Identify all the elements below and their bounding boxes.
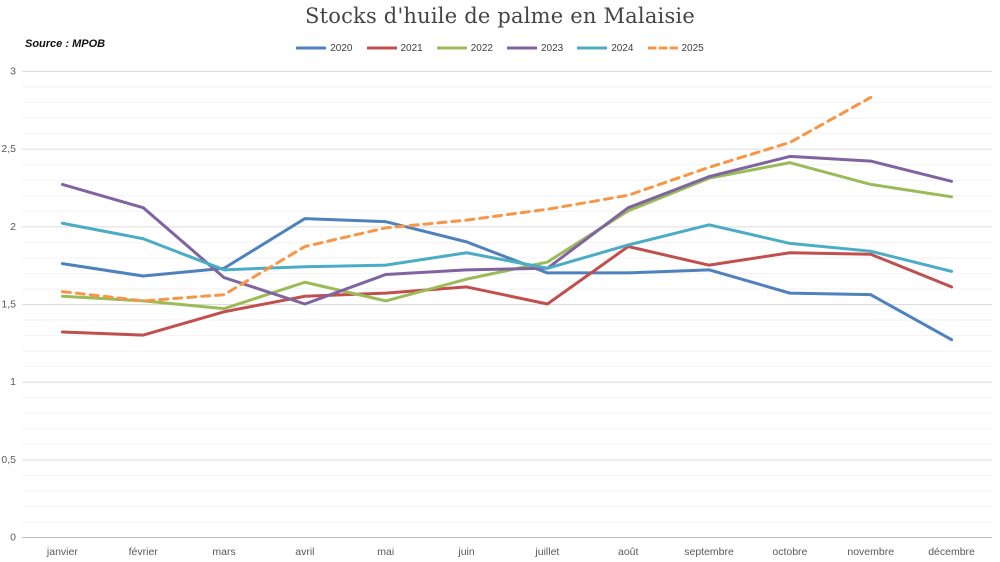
legend-item-2023[interactable]: 2023 [507,43,563,54]
legend-swatch-2021-icon [366,46,397,50]
legend-label: 2022 [470,42,493,54]
legend-item-2024[interactable]: 2024 [577,42,634,54]
y-tick-label: 3 [10,66,16,78]
legend-item-2020[interactable]: 2020 [296,42,353,54]
x-tick-label: octobre [772,546,807,558]
legend-swatch-2020-icon [296,46,327,50]
legend-swatch-2022-icon [436,46,467,50]
legend-item-2025[interactable]: 2025 [647,42,704,54]
y-tick-label: 2,5 [1,143,16,155]
x-tick-label: février [129,546,159,558]
chart-legend: 2020 2021 2022 2023 2024 2025 [0,40,1000,56]
series-line-2020 [60,217,954,342]
x-tick-label: avril [295,546,314,558]
legend-item-2021[interactable]: 2021 [366,42,423,54]
series-line-2022 [60,161,954,311]
x-tick-label: août [618,546,639,558]
series-line-2024 [60,221,954,273]
series-line-2023 [60,154,954,306]
series-line-2025 [60,95,873,303]
y-tick-label: 2 [10,221,16,233]
source-label: Source : MPOB [25,38,106,50]
legend-swatch-2024-icon [577,46,608,50]
legend-label: 2024 [611,42,634,54]
x-tick-label: juin [457,546,475,558]
y-tick-label: 1,5 [1,299,16,311]
y-tick-label: 0 [10,532,16,544]
x-tick-label: décembre [928,546,975,558]
x-tick-label: mai [377,546,394,558]
legend-label: 2020 [330,42,353,54]
series-line-2021 [60,245,954,337]
x-tick-label: juillet [534,546,559,558]
legend-swatch-2025-icon [647,46,678,50]
x-tick-label: janvier [46,546,78,558]
x-tick-label: novembre [847,546,894,558]
x-tick-label: septembre [684,546,734,558]
x-tick-label: mars [212,546,235,558]
legend-label: 2023 [541,42,564,54]
legend-swatch-2023-icon [507,46,537,50]
y-tick-label: 0,5 [1,454,16,466]
legend-label: 2025 [681,42,704,54]
y-tick-label: 1 [10,376,16,388]
legend-label: 2021 [400,42,423,54]
chart-title: Stocks d'huile de palme en Malaisie [305,4,695,28]
legend-item-2022[interactable]: 2022 [436,42,493,54]
